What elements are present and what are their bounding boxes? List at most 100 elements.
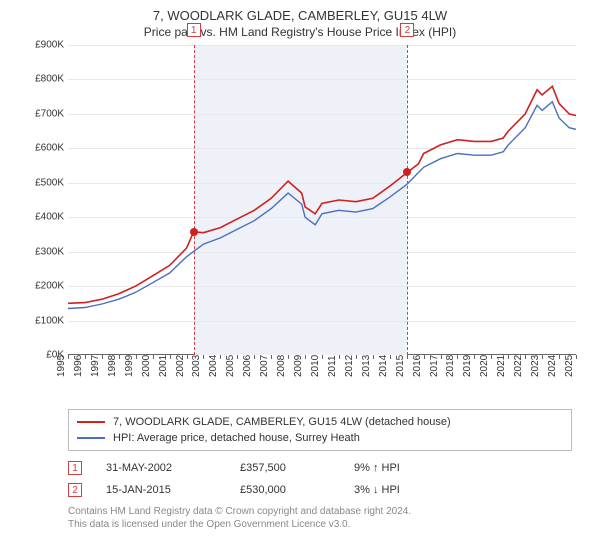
events-table: 1 31-MAY-2002 £357,500 9% ↑ HPI 2 15-JAN… [68,457,572,501]
x-tick-label: 2008 [276,355,287,377]
x-tick-label: 2005 [225,355,236,377]
event-id-box: 1 [68,461,82,475]
x-tick-mark [559,355,560,359]
event-dot [190,228,198,236]
x-tick-mark [237,355,238,359]
y-tick-label: £200K [35,281,64,292]
x-tick-label: 2011 [327,355,338,377]
legend-swatch [77,437,105,439]
x-tick-label: 2015 [395,355,406,377]
y-tick-label: £500K [35,177,64,188]
event-marker-box: 1 [187,23,201,37]
x-tick-mark [525,355,526,359]
attribution-footer: Contains HM Land Registry data © Crown c… [68,505,572,531]
event-marker-box: 2 [400,23,414,37]
x-tick-mark [119,355,120,359]
legend-swatch [77,421,105,423]
legend-label: 7, WOODLARK GLADE, CAMBERLEY, GU15 4LW (… [113,416,451,428]
x-tick-label: 2009 [293,355,304,377]
event-price: £357,500 [240,462,330,474]
line-series [68,45,576,355]
legend-item: HPI: Average price, detached house, Surr… [77,430,563,446]
x-tick-label: 2023 [530,355,541,377]
x-tick-label: 1998 [107,355,118,377]
x-tick-mark [441,355,442,359]
x-tick-label: 2002 [175,355,186,377]
plot-region: 12 [68,45,576,355]
legend-item: 7, WOODLARK GLADE, CAMBERLEY, GU15 4LW (… [77,414,563,430]
footer-line: This data is licensed under the Open Gov… [68,518,572,531]
y-tick-label: £100K [35,315,64,326]
x-tick-label: 2007 [259,355,270,377]
x-tick-label: 2016 [412,355,423,377]
x-tick-mark [305,355,306,359]
x-tick-mark [542,355,543,359]
x-tick-label: 2004 [208,355,219,377]
x-tick-mark [373,355,374,359]
event-row: 2 15-JAN-2015 £530,000 3% ↓ HPI [68,479,572,501]
x-tick-label: 2020 [479,355,490,377]
x-tick-mark [220,355,221,359]
x-tick-mark [424,355,425,359]
x-tick-label: 1996 [73,355,84,377]
x-tick-mark [288,355,289,359]
y-tick-label: £700K [35,108,64,119]
x-tick-label: 2025 [564,355,575,377]
x-tick-mark [136,355,137,359]
x-tick-label: 2006 [242,355,253,377]
x-tick-mark [322,355,323,359]
x-tick-label: 2021 [496,355,507,377]
x-tick-label: 2018 [445,355,456,377]
x-tick-mark [85,355,86,359]
x-tick-mark [390,355,391,359]
x-tick-mark [170,355,171,359]
chart-container: 7, WOODLARK GLADE, CAMBERLEY, GU15 4LW P… [0,0,600,560]
x-tick-mark [254,355,255,359]
y-tick-label: £300K [35,246,64,257]
x-tick-mark [339,355,340,359]
x-tick-label: 2022 [513,355,524,377]
page-subtitle: Price paid vs. HM Land Registry's House … [10,25,590,39]
x-tick-label: 2024 [547,355,558,377]
series-hpi [68,102,576,309]
event-date: 31-MAY-2002 [106,462,216,474]
series-price_paid [68,86,576,303]
x-tick-mark [457,355,458,359]
y-tick-label: £400K [35,212,64,223]
x-tick-mark [203,355,204,359]
event-price: £530,000 [240,484,330,496]
event-row: 1 31-MAY-2002 £357,500 9% ↑ HPI [68,457,572,479]
event-delta: 3% ↓ HPI [354,484,400,496]
x-tick-label: 1995 [56,355,67,377]
x-tick-label: 2014 [378,355,389,377]
x-tick-mark [153,355,154,359]
x-tick-mark [356,355,357,359]
x-tick-label: 2003 [191,355,202,377]
x-tick-mark [508,355,509,359]
legend: 7, WOODLARK GLADE, CAMBERLEY, GU15 4LW (… [68,409,572,451]
x-tick-mark [576,355,577,359]
x-tick-label: 2017 [429,355,440,377]
x-tick-mark [407,355,408,359]
x-tick-label: 2010 [310,355,321,377]
x-tick-label: 1997 [90,355,101,377]
x-tick-label: 2001 [158,355,169,377]
x-tick-mark [271,355,272,359]
x-tick-mark [187,355,188,359]
event-delta: 9% ↑ HPI [354,462,400,474]
x-tick-mark [491,355,492,359]
page-title: 7, WOODLARK GLADE, CAMBERLEY, GU15 4LW [10,8,590,23]
y-tick-label: £900K [35,40,64,51]
event-date: 15-JAN-2015 [106,484,216,496]
chart-area: £0K£100K£200K£300K£400K£500K£600K£700K£8… [20,45,580,405]
x-tick-mark [102,355,103,359]
x-tick-label: 2012 [344,355,355,377]
event-id-box: 2 [68,483,82,497]
x-tick-label: 2019 [462,355,473,377]
legend-label: HPI: Average price, detached house, Surr… [113,432,360,444]
x-tick-label: 2013 [361,355,372,377]
x-axis: 1995199619971998199920002001200220032004… [68,355,576,405]
x-tick-mark [474,355,475,359]
x-tick-label: 1999 [124,355,135,377]
x-tick-mark [68,355,69,359]
